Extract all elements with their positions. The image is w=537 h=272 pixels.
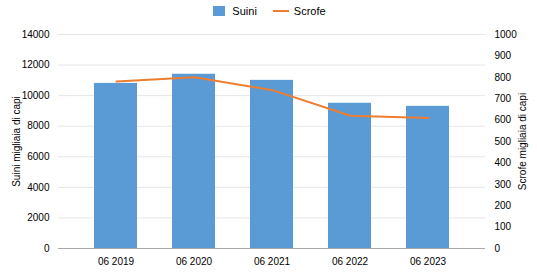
- svg-text:8000: 8000: [27, 120, 50, 131]
- html-text:Suini: Suini: [232, 5, 257, 17]
- svg-text:06 2021: 06 2021: [254, 256, 291, 267]
- svg-text:10000: 10000: [22, 90, 50, 101]
- svg-text:1000: 1000: [495, 29, 518, 40]
- svg-text:06 2020: 06 2020: [176, 256, 213, 267]
- svg-text:300: 300: [495, 179, 512, 190]
- svg-text:0: 0: [44, 243, 50, 254]
- svg-text:12000: 12000: [22, 59, 50, 70]
- svg-text:500: 500: [495, 136, 512, 147]
- svg-text:Scrofe migliaia di capi: Scrofe migliaia di capi: [517, 93, 528, 190]
- svg-text:700: 700: [495, 93, 512, 104]
- svg-text:14000: 14000: [22, 29, 50, 40]
- svg-text:6000: 6000: [27, 151, 50, 162]
- svg-text:800: 800: [495, 72, 512, 83]
- svg-text:Suini migliaia di capi: Suini migliaia di capi: [11, 96, 22, 187]
- svg-text:06 2019: 06 2019: [98, 256, 135, 267]
- svg-text:0: 0: [495, 243, 501, 254]
- svg-text:4000: 4000: [27, 182, 50, 193]
- svg-text:400: 400: [495, 157, 512, 168]
- svg-text:100: 100: [495, 221, 512, 232]
- svg-text:06 2022: 06 2022: [332, 256, 369, 267]
- svg-text:600: 600: [495, 114, 512, 125]
- svg-text:200: 200: [495, 200, 512, 211]
- svg-text:900: 900: [495, 50, 512, 61]
- svg-text:06 2023: 06 2023: [410, 256, 447, 267]
- html-text:Scrofe: Scrofe: [293, 5, 326, 17]
- svg-text:2000: 2000: [27, 212, 50, 223]
